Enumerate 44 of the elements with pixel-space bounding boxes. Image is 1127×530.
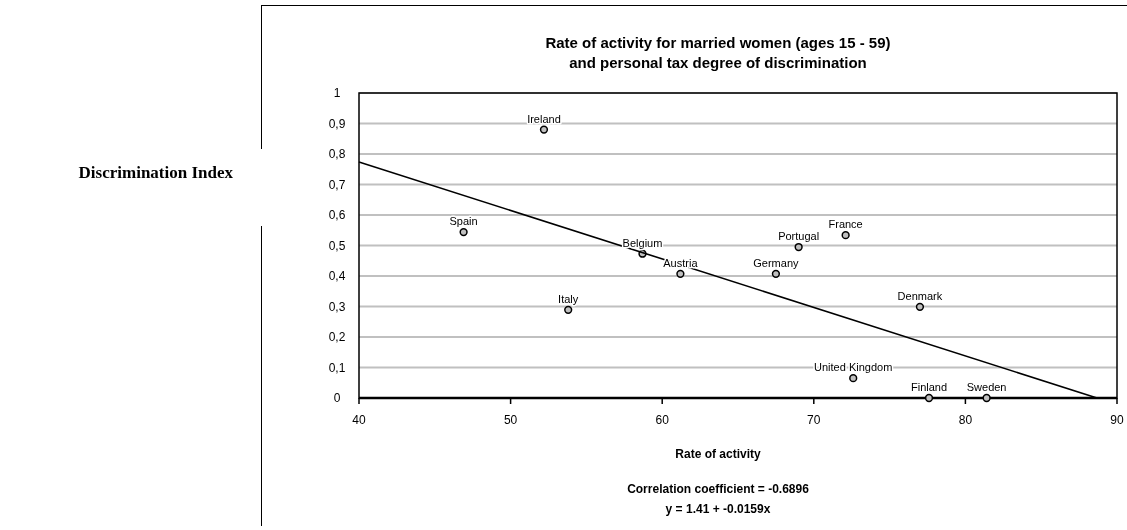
point	[841, 231, 850, 240]
x-tick-label: 90	[1110, 413, 1124, 427]
y-tick-label: 0,1	[328, 360, 346, 375]
annotation: Ireland	[527, 112, 561, 125]
annotation: Belgium	[622, 236, 663, 249]
point	[849, 374, 858, 383]
x-tick-label: 60	[655, 413, 670, 427]
x-tick-label: 80	[958, 413, 973, 427]
text: Correlation coefficient = -0.6896	[627, 482, 810, 496]
point	[676, 269, 685, 278]
y-tick-label: 0,7	[328, 177, 346, 192]
annotation: Portugal	[778, 230, 820, 243]
y-tick-label: 0	[333, 391, 341, 405]
y-tick-label: 0,3	[328, 299, 346, 314]
y-tick-label: 0,9	[328, 116, 346, 131]
text: Discrimination Index	[78, 163, 234, 182]
annotation: Denmark	[897, 289, 943, 302]
y-tick-label: 0,2	[328, 330, 346, 344]
point	[459, 227, 468, 237]
y-tick-label: 0,4	[328, 269, 346, 283]
y-tick-label: 0,8	[328, 147, 346, 161]
annotation: Germany	[753, 256, 800, 269]
chart-title: Rate of activity for married women (ages 15 - 59) and personal tax degree of discrimination	[545, 34, 891, 71]
annotation: Finland	[910, 381, 948, 393]
annotation: United Kingdom	[814, 361, 893, 374]
point	[771, 269, 781, 278]
text: y = 1.41 + -0.0159x	[665, 502, 771, 516]
point	[794, 242, 803, 252]
annotation: Italy	[558, 292, 579, 305]
y-tick-label: 1	[333, 86, 341, 100]
x-tick-label: 50	[503, 413, 518, 427]
point	[915, 302, 925, 311]
annotation: France	[828, 218, 863, 231]
point	[564, 305, 573, 314]
point	[539, 125, 549, 134]
x-axis-title: Rate of activity	[675, 447, 762, 461]
y-tick-label: 0,5	[328, 238, 346, 253]
x-tick-label: 70	[807, 413, 821, 427]
y-tick-label: 0,6	[328, 208, 346, 222]
point	[982, 393, 991, 403]
annotation: Spain	[449, 215, 478, 228]
annotation: Sweden	[966, 381, 1007, 393]
x-tick-label: 40	[352, 413, 366, 427]
point	[924, 393, 934, 403]
